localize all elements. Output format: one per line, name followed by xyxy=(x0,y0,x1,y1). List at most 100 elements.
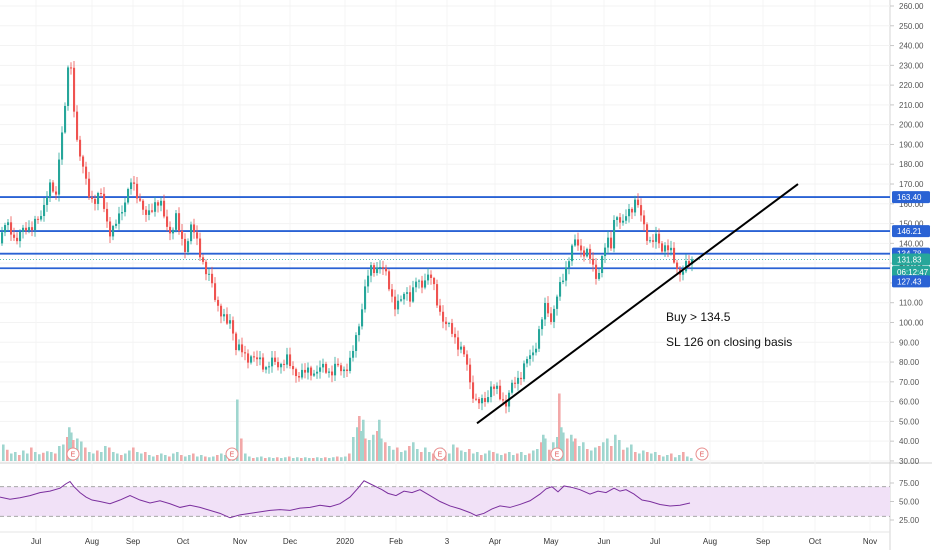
candle-body xyxy=(163,200,166,217)
volume-bar xyxy=(416,449,419,461)
volume-bar xyxy=(388,446,391,461)
price-tick-label: 250.00 xyxy=(899,22,924,31)
earnings-marker[interactable]: E xyxy=(433,447,447,461)
earnings-markers[interactable]: E E E E E xyxy=(66,447,709,461)
time-tick-label: 3 xyxy=(445,537,450,546)
volume-bar xyxy=(312,458,315,461)
rsi-pane[interactable]: 75.00 50.00 25.00 xyxy=(0,479,920,525)
volume-bar xyxy=(332,457,335,461)
volume-bar xyxy=(378,419,381,461)
candle-body xyxy=(484,398,487,402)
volume-bar xyxy=(380,438,383,461)
candle-body xyxy=(91,197,94,199)
volume-bar xyxy=(240,438,243,461)
volume-bar xyxy=(204,456,207,461)
candle-body xyxy=(298,376,301,378)
volume-bar xyxy=(520,452,523,461)
volume-bar xyxy=(384,442,387,461)
candle-body xyxy=(349,357,352,372)
candle-body xyxy=(133,182,136,184)
volume-bar xyxy=(148,455,151,461)
candle-body xyxy=(178,213,181,231)
candle-body xyxy=(355,335,358,351)
volume-bar xyxy=(42,452,45,461)
volume-bar xyxy=(606,438,609,461)
volume-bar xyxy=(288,456,291,461)
candle-body xyxy=(169,226,172,234)
volume-bar xyxy=(638,453,641,461)
time-tick-label: Apr xyxy=(489,537,502,546)
volume-bar xyxy=(488,450,491,461)
volume-bar xyxy=(156,455,159,461)
candle-body xyxy=(523,363,526,380)
price-tick-label: 40.00 xyxy=(899,437,920,446)
volume-bar xyxy=(504,453,507,461)
candle-body xyxy=(616,217,619,220)
volume-bar xyxy=(268,457,271,461)
volume-bar xyxy=(328,458,331,461)
volume-bar xyxy=(336,456,339,461)
volume-bar xyxy=(26,453,29,461)
candle-body xyxy=(415,281,418,288)
volume-bar xyxy=(674,457,677,461)
volume-bar xyxy=(50,452,53,461)
candle-body xyxy=(124,202,127,213)
volume-bar xyxy=(586,449,589,461)
earnings-marker[interactable]: E xyxy=(695,447,709,461)
candle-body xyxy=(22,227,25,232)
candle-body xyxy=(619,217,622,223)
candle-body xyxy=(577,239,580,246)
price-axis[interactable]: 260.00 250.00 240.00 230.00 220.00 210.00 200.… xyxy=(890,2,924,466)
candle-body xyxy=(475,398,478,400)
candle-body xyxy=(433,277,436,285)
candle-body xyxy=(52,182,55,192)
candle-body xyxy=(442,311,445,322)
candle-body xyxy=(601,256,604,274)
candle-body xyxy=(46,197,49,205)
price-tick-label: 200.00 xyxy=(899,121,924,130)
candle-body xyxy=(568,261,571,268)
volume-bar xyxy=(316,457,319,461)
volume-bar xyxy=(356,427,359,461)
volume-bar xyxy=(396,447,399,461)
candle-body xyxy=(208,273,211,275)
volume-bar xyxy=(320,458,323,461)
candle-body xyxy=(175,213,178,230)
candle-body xyxy=(340,365,343,372)
price-badge-label: 127.43 xyxy=(897,277,922,286)
volume-bar xyxy=(484,453,487,461)
volume-bar xyxy=(140,453,143,461)
candle-body xyxy=(160,200,163,206)
candle-body xyxy=(388,271,391,290)
candle-body xyxy=(451,323,454,334)
time-axis[interactable]: Jul Aug Sep Oct Nov Dec 2020 Feb 3 Apr May Jun Jul Au… xyxy=(31,537,877,546)
candle-body xyxy=(247,353,250,363)
candle-body xyxy=(397,300,400,310)
candle-body xyxy=(598,273,601,279)
candle-body xyxy=(655,233,658,242)
candle-body xyxy=(337,363,340,366)
candle-body xyxy=(520,377,523,380)
volume-bar xyxy=(590,450,593,461)
earnings-marker[interactable]: E xyxy=(550,447,564,461)
candle-body xyxy=(682,271,685,275)
price-tick-label: 240.00 xyxy=(899,42,924,51)
candle-body xyxy=(676,262,679,269)
time-tick-label: Sep xyxy=(756,537,771,546)
candle-body xyxy=(223,314,226,317)
volume-bar xyxy=(508,452,511,461)
candle-body xyxy=(325,363,328,373)
volume-bar xyxy=(296,457,299,461)
earnings-marker[interactable]: E xyxy=(225,447,239,461)
price-tick-label: 230.00 xyxy=(899,61,924,70)
candle-body xyxy=(181,230,184,239)
rsi-tick-label: 50.00 xyxy=(899,498,920,507)
trendline[interactable] xyxy=(476,183,799,425)
candle-body xyxy=(574,239,577,246)
candle-body xyxy=(10,222,13,235)
candle-body xyxy=(559,282,562,297)
horizontal-levels[interactable] xyxy=(0,196,890,270)
price-badge xyxy=(892,253,930,266)
earnings-marker[interactable]: E xyxy=(66,447,80,461)
